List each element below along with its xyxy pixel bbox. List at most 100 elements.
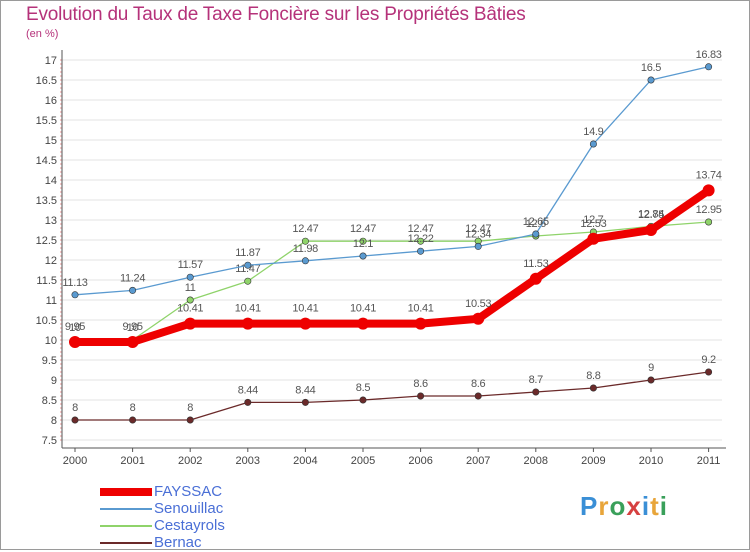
x-tick-label: 2010	[639, 455, 663, 467]
data-label: 8.7	[529, 374, 544, 386]
data-label: 12.95	[696, 204, 722, 216]
data-point	[532, 388, 540, 396]
logo-letter: i	[641, 491, 651, 521]
data-point	[69, 336, 81, 348]
data-point	[647, 76, 655, 84]
data-label: 9.2	[701, 354, 716, 366]
data-label: 12.75	[638, 209, 664, 221]
data-point	[472, 312, 485, 325]
data-label: 14.9	[583, 126, 603, 138]
data-point	[244, 277, 252, 285]
y-tick-label: 14.5	[36, 155, 57, 167]
data-point	[705, 368, 713, 376]
data-point	[129, 286, 137, 294]
data-label: 13.74	[696, 169, 722, 181]
data-point	[244, 398, 252, 406]
data-label: 10.41	[408, 303, 434, 315]
data-point	[532, 230, 540, 238]
data-label: 11.53	[523, 258, 548, 270]
logo-letter: t	[650, 491, 660, 521]
logo-letter: x	[626, 491, 642, 521]
logo-letter: P	[580, 491, 599, 521]
data-point	[702, 184, 715, 197]
data-label: 16.83	[696, 49, 722, 61]
data-label: 8	[130, 402, 136, 414]
legend-label: Bernac	[154, 534, 202, 551]
data-label: 8.6	[471, 378, 486, 390]
x-tick-label: 2009	[581, 455, 605, 467]
data-point	[417, 392, 425, 400]
series-line-cestayrols	[74, 221, 710, 341]
data-label: 8	[72, 402, 78, 414]
chart-subtitle: (en %)	[26, 28, 59, 40]
data-point	[186, 416, 194, 424]
legend-swatch	[100, 508, 152, 510]
data-point	[589, 384, 597, 392]
series-line-senouillac	[74, 66, 710, 296]
data-label: 11.57	[178, 259, 203, 271]
data-label: 9.95	[65, 321, 85, 333]
data-label: 11	[185, 282, 196, 294]
x-tick-label: 2000	[63, 455, 87, 467]
data-point	[705, 218, 713, 226]
y-tick-label: 8.5	[42, 395, 57, 407]
data-label: 11.98	[293, 243, 318, 255]
legend-swatch	[100, 488, 152, 496]
data-label: 12.47	[408, 223, 434, 235]
x-tick-label: 2006	[408, 455, 432, 467]
plot-area	[62, 55, 722, 440]
data-label: 12.53	[580, 218, 606, 230]
data-point	[474, 242, 482, 250]
chart-title: Evolution du Taux de Taxe Foncière sur l…	[26, 4, 526, 25]
x-tick-label: 2005	[351, 455, 375, 467]
data-label: 10.41	[235, 303, 261, 315]
y-tick-label: 9	[51, 375, 57, 387]
data-label: 9	[648, 362, 654, 374]
y-tick-label: 8	[51, 415, 57, 427]
data-label: 12.7	[583, 214, 603, 226]
legend-swatch	[100, 542, 152, 544]
data-label: 12.6	[526, 218, 546, 230]
data-point	[529, 272, 542, 285]
data-label: 8.44	[238, 384, 258, 396]
data-point	[186, 296, 194, 304]
data-point	[587, 232, 600, 245]
y-tick-label: 16	[45, 95, 57, 107]
data-label: 12.22	[408, 233, 434, 245]
data-label: 10.41	[177, 303, 203, 315]
y-tick-label: 14	[45, 175, 57, 187]
data-point	[417, 237, 425, 245]
data-point	[589, 140, 597, 148]
y-tick-label: 12.5	[36, 235, 57, 247]
x-tick-label: 2008	[524, 455, 548, 467]
data-point	[71, 291, 79, 299]
data-label: 9.95	[122, 321, 142, 333]
legend-label: Senouillac	[154, 500, 224, 517]
y-tick-label: 11.5	[36, 275, 57, 287]
data-label: 12.34	[465, 228, 491, 240]
data-label: 16.5	[641, 62, 661, 74]
data-point	[126, 336, 139, 348]
x-tick-label: 2011	[697, 455, 721, 467]
legend-swatch	[100, 525, 152, 527]
logo-letter: o	[609, 491, 627, 521]
data-point	[647, 376, 655, 384]
data-label: 8.5	[356, 382, 371, 394]
data-label: 12.47	[465, 223, 491, 235]
legend-label: Cestayrols	[154, 517, 225, 534]
y-tick-label: 15.5	[36, 115, 57, 127]
y-tick-label: 17	[45, 55, 57, 67]
data-point	[359, 237, 367, 245]
data-point	[299, 317, 312, 330]
data-point	[301, 257, 309, 265]
data-point	[184, 317, 197, 330]
data-point	[71, 416, 79, 424]
y-tick-label: 13	[45, 215, 57, 227]
data-label: 12.1	[353, 238, 373, 250]
data-label: 12.47	[350, 223, 376, 235]
data-label: 10.41	[292, 303, 318, 315]
x-tick-label: 2007	[466, 455, 490, 467]
y-tick-label: 16.5	[36, 75, 57, 87]
x-tick-label: 2001	[120, 455, 144, 467]
